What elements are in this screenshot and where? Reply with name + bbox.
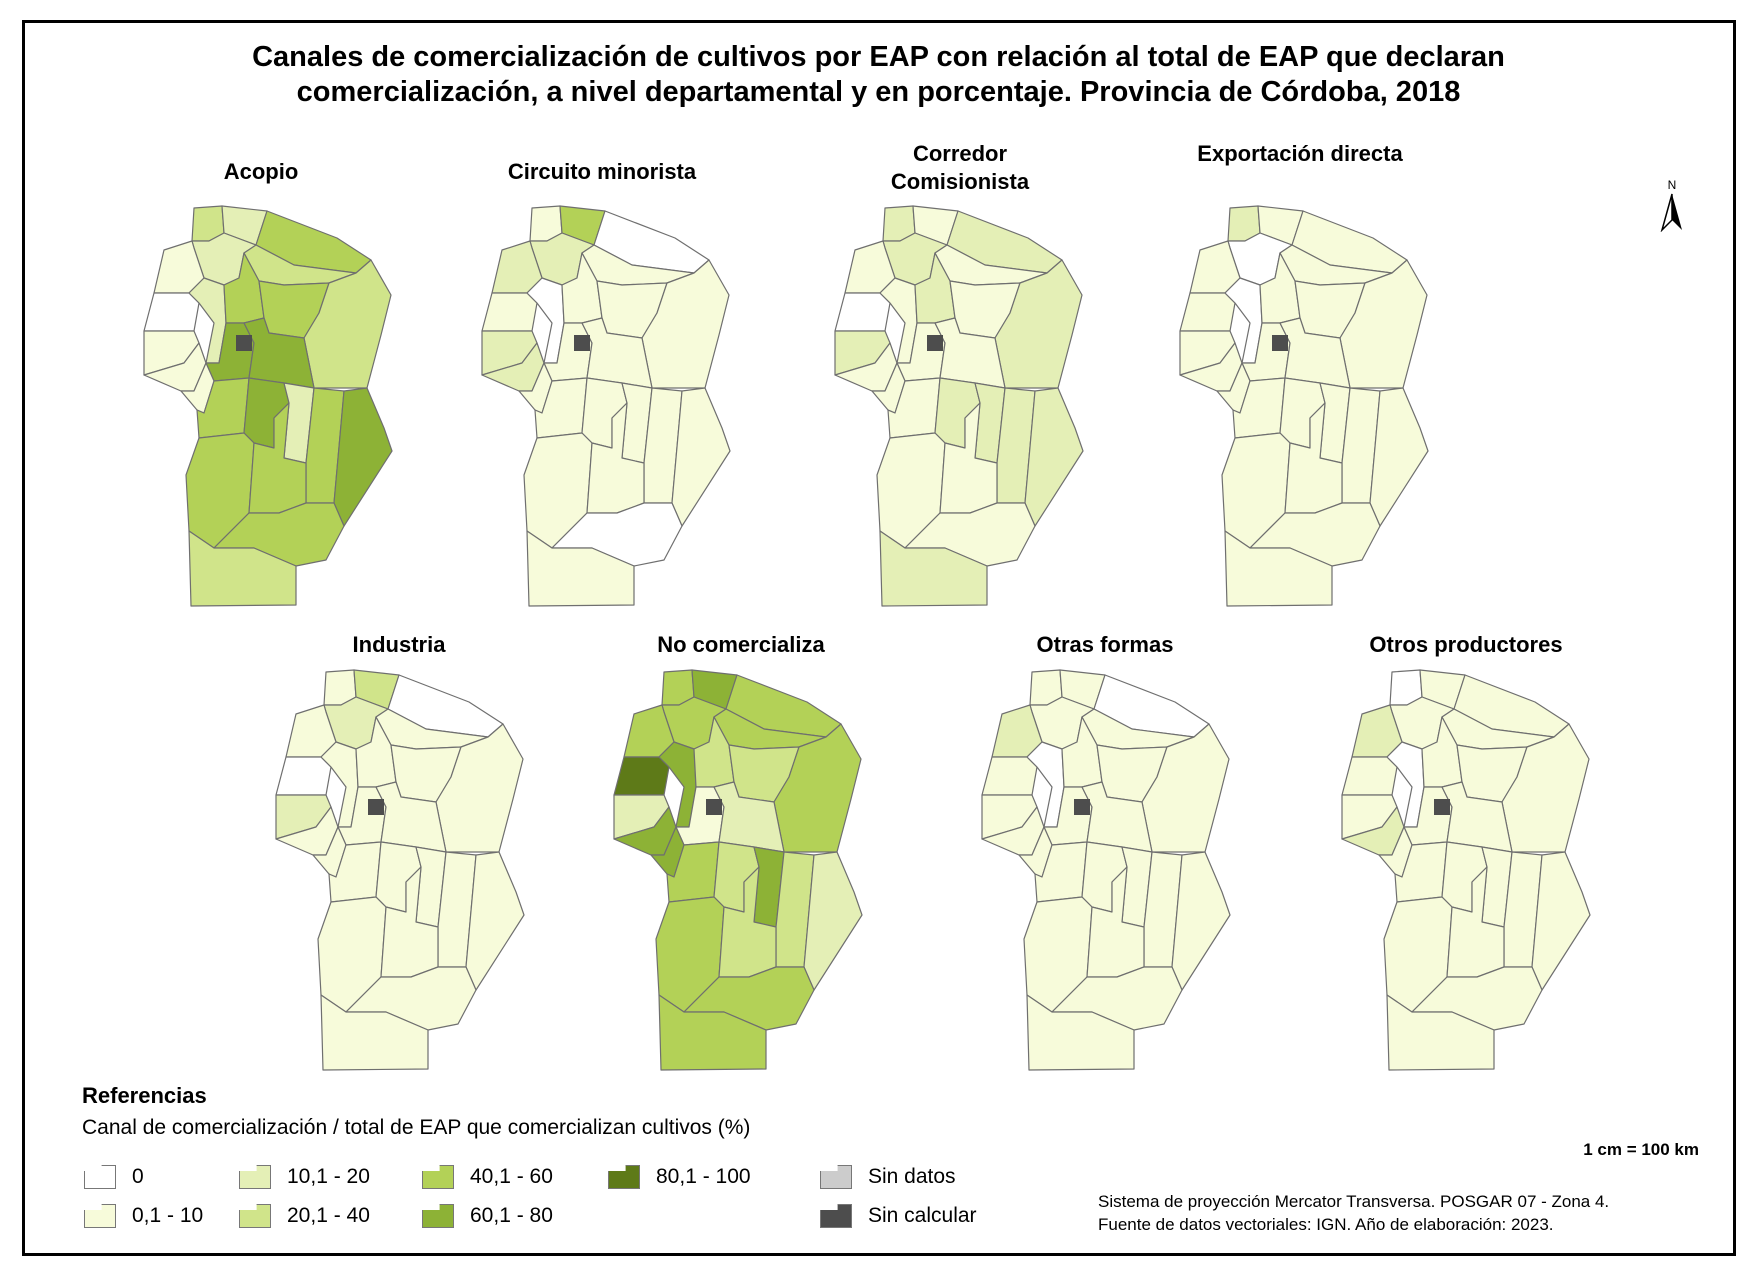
legend-label: 10,1 - 20 [287,1165,370,1188]
department-6 [613,756,670,796]
capital-sin-calcular [368,799,384,815]
department-24 [1026,994,1135,1071]
map-otras-formas [981,669,1231,1071]
department-20 [671,387,731,527]
legend-item: 0 [84,1165,144,1189]
map-industria [275,669,525,1071]
department-20 [1531,851,1591,991]
north-arrow: N [1660,178,1684,234]
map-otros-productores [1341,669,1591,1071]
legend-item: 80,1 - 100 [608,1165,751,1189]
department-6 [275,756,332,796]
legend-item: 20,1 - 40 [239,1204,370,1228]
capital-sin-calcular [574,335,590,351]
map-title-industria: Industria [352,632,446,657]
legend-label: Sin datos [868,1165,956,1188]
capital-sin-calcular [1074,799,1090,815]
map-title-acopio: Acopio [223,159,299,184]
legend-item: 0,1 - 10 [84,1204,203,1228]
legend-label: 40,1 - 60 [470,1165,553,1188]
department-6 [981,756,1038,796]
legend-swatch [84,1204,116,1228]
north-label: N [1667,178,1677,192]
scale-text: 1 cm = 100 km [1583,1140,1699,1159]
department-24 [1386,994,1495,1071]
department-24 [658,994,767,1071]
legend-label: 80,1 - 100 [656,1165,751,1188]
map-acopio [143,205,393,607]
title-line-2: comercialización, a nivel departamental … [296,76,1461,108]
legend-subtitle: Canal de comercialización / total de EAP… [82,1116,751,1139]
department-10 [303,259,392,389]
title-line-1: Canales de comercialización de cultivos … [252,41,1505,73]
map-exportacion-directa [1179,205,1429,607]
legend-label: Sin calcular [868,1204,977,1227]
department-6 [481,292,538,332]
department-10 [641,259,730,389]
map-title-exportacion-directa: Exportación directa [1197,141,1403,166]
map-no-comercializa [613,669,863,1071]
department-10 [435,723,524,853]
legend-item: Sin datos [820,1165,956,1189]
legend-swatch [820,1204,852,1228]
department-20 [465,851,525,991]
department-24 [526,530,635,607]
department-24 [879,530,988,607]
map-frame [22,20,1736,1256]
department-10 [994,259,1083,389]
map-corredor-comisionista [834,205,1084,607]
legend-swatch [239,1165,271,1189]
legend-label: 60,1 - 80 [470,1204,553,1227]
map-circuito-minorista [481,205,731,607]
department-10 [1141,723,1230,853]
department-6 [1179,292,1236,332]
capital-sin-calcular [706,799,722,815]
projection-note: Sistema de proyección Mercator Transvers… [1098,1192,1610,1211]
north-arrow-icon [1660,193,1682,233]
legend-swatch [820,1165,852,1189]
legend-swatch [239,1204,271,1228]
legend-swatch [422,1165,454,1189]
map-title-circuito-minorista: Circuito minorista [507,159,697,184]
department-20 [333,387,393,527]
legend-item: 60,1 - 80 [422,1204,553,1228]
map-title-otras-formas: Otras formas [1036,632,1174,657]
capital-sin-calcular [927,335,943,351]
department-20 [1171,851,1231,991]
department-20 [1369,387,1429,527]
department-24 [1224,530,1333,607]
map-title-corredor-comisionista: Corredor Comisionista [890,141,1030,194]
capital-sin-calcular [236,335,252,351]
department-6 [834,292,891,332]
department-10 [773,723,862,853]
department-10 [1501,723,1590,853]
map-title-otros-productores: Otros productores [1369,632,1563,657]
map-title-no-comercializa: No comercializa [657,632,825,657]
department-10 [1339,259,1428,389]
department-6 [1341,756,1398,796]
footer: Sistema de proyección Mercator Transvers… [1098,1190,1609,1236]
legend-heading: Referencias [82,1083,207,1108]
capital-sin-calcular [1272,335,1288,351]
legend-item: 10,1 - 20 [239,1165,370,1189]
department-24 [320,994,429,1071]
source-note: Fuente de datos vectoriales: IGN. Año de… [1098,1215,1554,1234]
department-20 [803,851,863,991]
capital-sin-calcular [1434,799,1450,815]
department-24 [188,530,297,607]
legend-swatch [84,1165,116,1189]
department-6 [143,292,200,332]
figure-title: Canales de comercialización de cultivos … [0,40,1757,110]
department-20 [1024,387,1084,527]
legend-label: 0,1 - 10 [132,1204,204,1227]
legend-label: 0 [132,1165,144,1188]
legend-swatch [608,1165,640,1189]
legend-label: 20,1 - 40 [287,1204,370,1227]
legend-swatch [422,1204,454,1228]
legend-item: Sin calcular [820,1204,977,1228]
legend-item: 40,1 - 60 [422,1165,553,1189]
